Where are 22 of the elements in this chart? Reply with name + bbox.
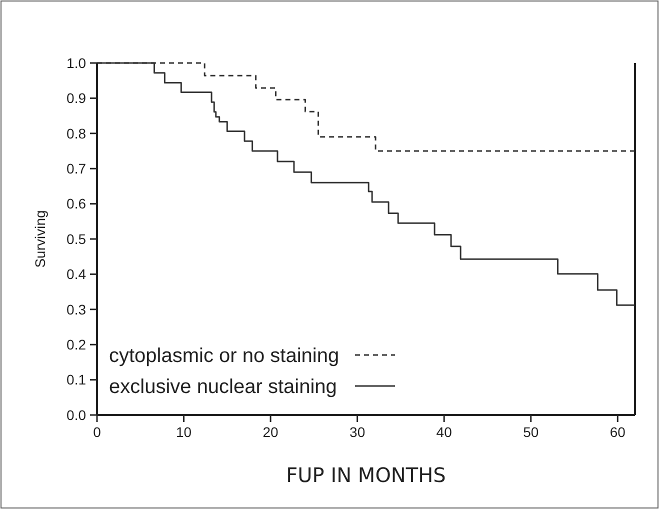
x-tick-label: 0 (93, 424, 102, 440)
x-tick-label: 40 (436, 424, 452, 440)
x-tick-label: 60 (610, 424, 626, 440)
y-tick-label: 0.6 (66, 196, 86, 212)
y-tick-label: 0.5 (66, 230, 86, 247)
y-tick-label: 0.0 (66, 406, 86, 423)
y-tick-label: 0.3 (66, 301, 86, 318)
x-tick-label: 50 (523, 424, 539, 440)
legend-label: exclusive nuclear staining (109, 376, 337, 398)
y-tick-label: 0.1 (66, 372, 86, 388)
x-tick-label: 30 (350, 424, 366, 440)
x-tick-label: 20 (262, 424, 279, 440)
y-tick-label: 0.4 (66, 266, 86, 282)
x-axis-title: FUP IN MONTHS (286, 463, 446, 487)
y-axis-title: Surviving (32, 210, 48, 268)
y-tick-label: 1.0 (66, 54, 86, 71)
y-tick-label: 0.9 (66, 90, 86, 106)
y-tick-label: 0.2 (66, 336, 86, 352)
y-tick-label: 0.8 (66, 125, 86, 142)
legend-label: cytoplasmic or no staining (109, 345, 340, 367)
x-tick-label: 10 (176, 424, 192, 440)
y-tick-label: 0.7 (66, 160, 86, 176)
